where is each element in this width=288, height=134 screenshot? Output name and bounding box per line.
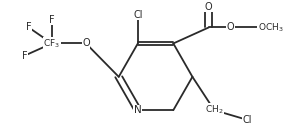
Text: CF$_3$: CF$_3$ bbox=[43, 37, 60, 50]
Text: O: O bbox=[82, 38, 90, 49]
Text: CH$_2$: CH$_2$ bbox=[205, 104, 223, 116]
Text: OCH$_3$: OCH$_3$ bbox=[258, 21, 284, 34]
Text: O: O bbox=[227, 22, 234, 32]
Text: Cl: Cl bbox=[242, 115, 252, 125]
Text: Cl: Cl bbox=[133, 10, 143, 20]
Text: O: O bbox=[205, 2, 213, 12]
Text: F: F bbox=[22, 51, 27, 61]
Text: N: N bbox=[134, 105, 142, 115]
Text: F: F bbox=[26, 22, 31, 32]
Text: F: F bbox=[49, 15, 55, 25]
